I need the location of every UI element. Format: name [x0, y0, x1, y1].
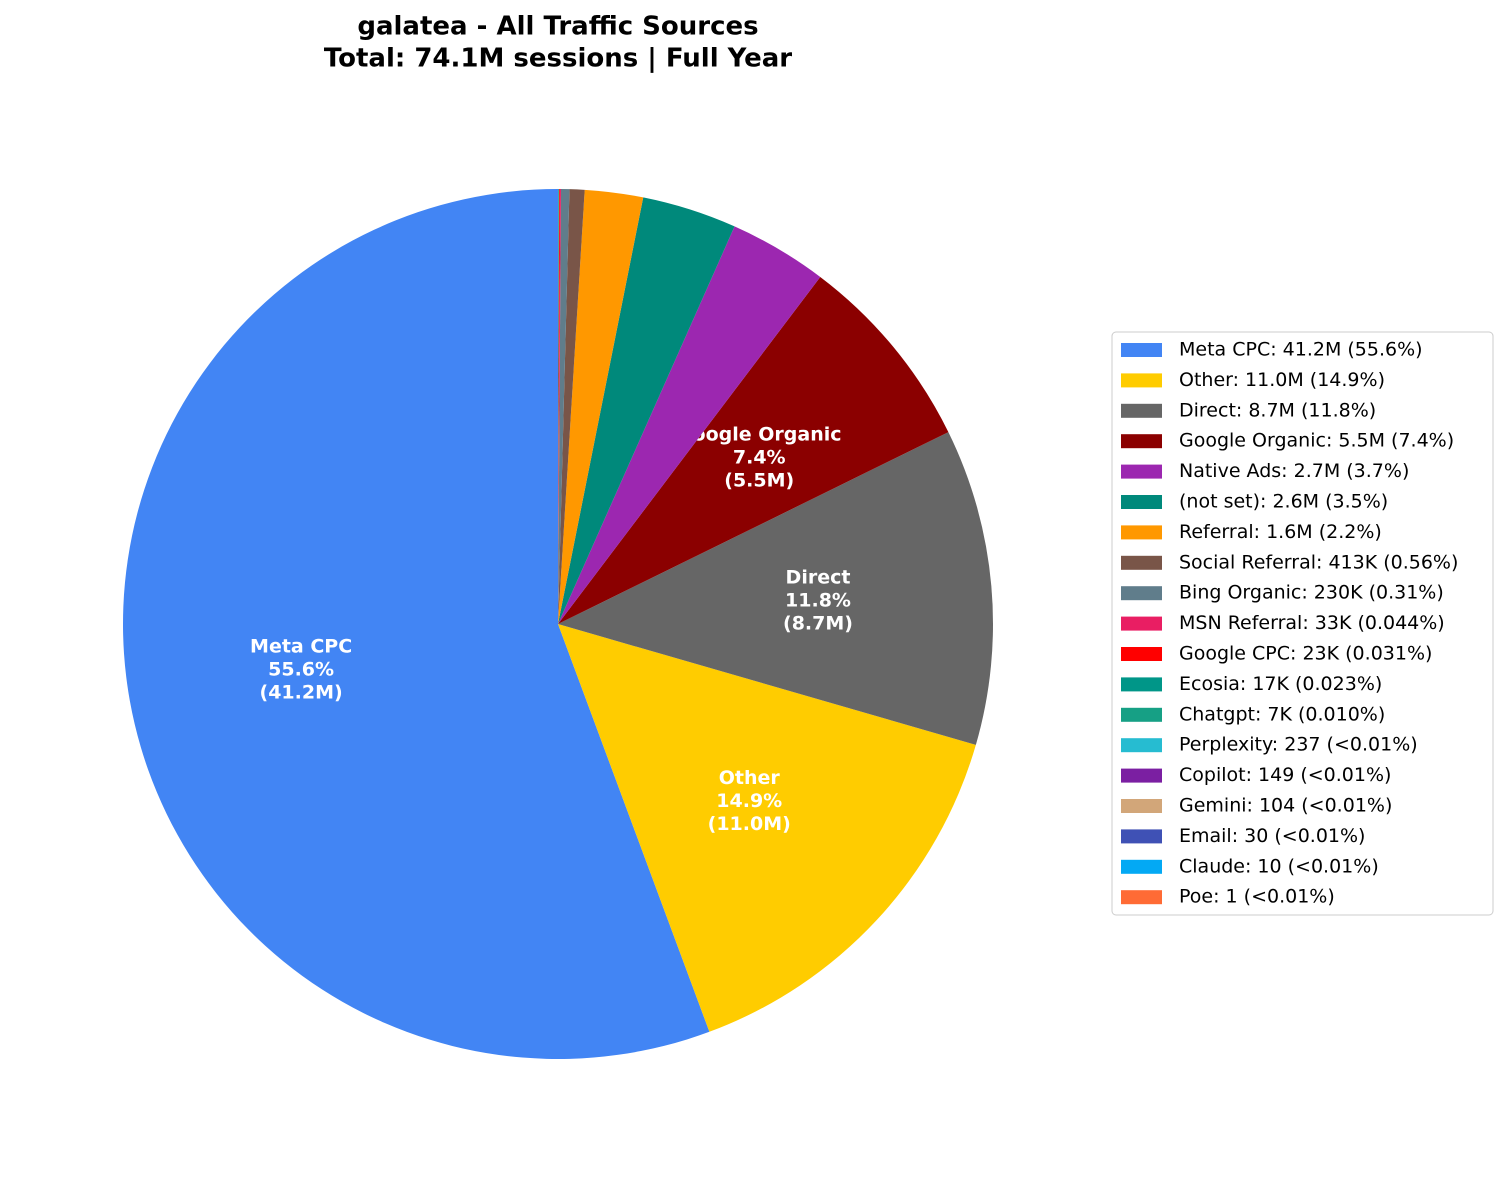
legend-label: Other: 11.0M (14.9%)	[1179, 369, 1385, 391]
pie-slice	[558, 624, 976, 1032]
pie-slice	[558, 197, 735, 624]
legend-label: MSN Referral: 33K (0.044%)	[1179, 612, 1445, 634]
legend-label: Social Referral: 413K (0.56%)	[1179, 551, 1458, 573]
slice-label: (8.7M)	[783, 613, 853, 635]
pie-slice	[558, 432, 993, 745]
legend-swatch	[1121, 707, 1162, 722]
slice-label: Direct	[786, 567, 851, 589]
legend-box	[1111, 331, 1494, 916]
slice-label: 7.4%	[733, 446, 786, 468]
legend-swatch	[1121, 586, 1162, 601]
legend-label: Google Organic: 5.5M (7.4%)	[1179, 430, 1454, 452]
legend-label: Poe: 1 (<0.01%)	[1179, 886, 1335, 908]
legend-swatch	[1121, 403, 1162, 418]
legend-label: Native Ads: 2.7M (3.7%)	[1179, 460, 1409, 482]
legend-swatch	[1121, 373, 1162, 388]
legend-swatch	[1121, 434, 1162, 449]
legend-label: Claude: 10 (<0.01%)	[1179, 855, 1379, 877]
legend-label: Direct: 8.7M (11.8%)	[1179, 399, 1376, 421]
slice-label: (11.0M)	[708, 813, 791, 835]
legend-label: Meta CPC: 41.2M (55.6%)	[1179, 339, 1423, 361]
chart-subtitle: Total: 74.1M sessions | Full Year	[324, 44, 792, 74]
legend-label: (not set): 2.6M (3.5%)	[1179, 491, 1388, 513]
pie-slice	[558, 189, 585, 624]
legend-label: Email: 30 (<0.01%)	[1179, 825, 1365, 847]
legend-label: Ecosia: 17K (0.023%)	[1179, 673, 1382, 695]
pie-slice	[558, 189, 560, 624]
legend-label: Gemini: 104 (<0.01%)	[1179, 795, 1392, 817]
chart-title: galatea - All Traffic Sources	[357, 12, 758, 42]
slice-label: 14.9%	[716, 790, 782, 812]
legend-swatch	[1121, 890, 1162, 905]
pie-slice	[558, 226, 821, 624]
legend-label: Copilot: 149 (<0.01%)	[1179, 764, 1391, 786]
legend-swatch	[1121, 677, 1162, 692]
legend-swatch	[1121, 799, 1162, 813]
legend-swatch	[1121, 495, 1162, 509]
legend-swatch	[1121, 738, 1162, 753]
pie-slice	[558, 276, 949, 624]
pie-slice	[123, 189, 710, 1060]
slice-label: (5.5M)	[724, 469, 794, 491]
legend-swatch	[1121, 647, 1162, 661]
pie-slice	[558, 189, 561, 624]
legend-swatch	[1121, 616, 1162, 631]
slice-label: Meta CPC	[250, 636, 352, 658]
legend-label: Referral: 1.6M (2.2%)	[1179, 521, 1382, 543]
pie-slice	[558, 189, 644, 625]
slice-label: 11.8%	[785, 590, 851, 612]
legend-swatch	[1121, 768, 1162, 783]
slice-label: Google Organic	[677, 423, 842, 445]
legend-swatch	[1121, 829, 1162, 844]
pie-slice	[558, 189, 570, 624]
slice-label: Other	[719, 767, 781, 789]
legend-label: Bing Organic: 230K (0.31%)	[1179, 582, 1444, 604]
legend-swatch	[1121, 525, 1162, 540]
legend-swatch	[1121, 464, 1162, 479]
pie-slice	[558, 189, 559, 624]
legend-label: Chatgpt: 7K (0.010%)	[1179, 703, 1385, 725]
legend-label: Perplexity: 237 (<0.01%)	[1179, 734, 1418, 756]
slice-label: 55.6%	[268, 659, 334, 681]
legend-swatch	[1121, 555, 1162, 570]
legend-label: Google CPC: 23K (0.031%)	[1179, 643, 1432, 665]
legend-swatch	[1121, 343, 1162, 357]
legend-swatch	[1121, 859, 1162, 874]
slice-label: (41.2M)	[260, 682, 343, 704]
